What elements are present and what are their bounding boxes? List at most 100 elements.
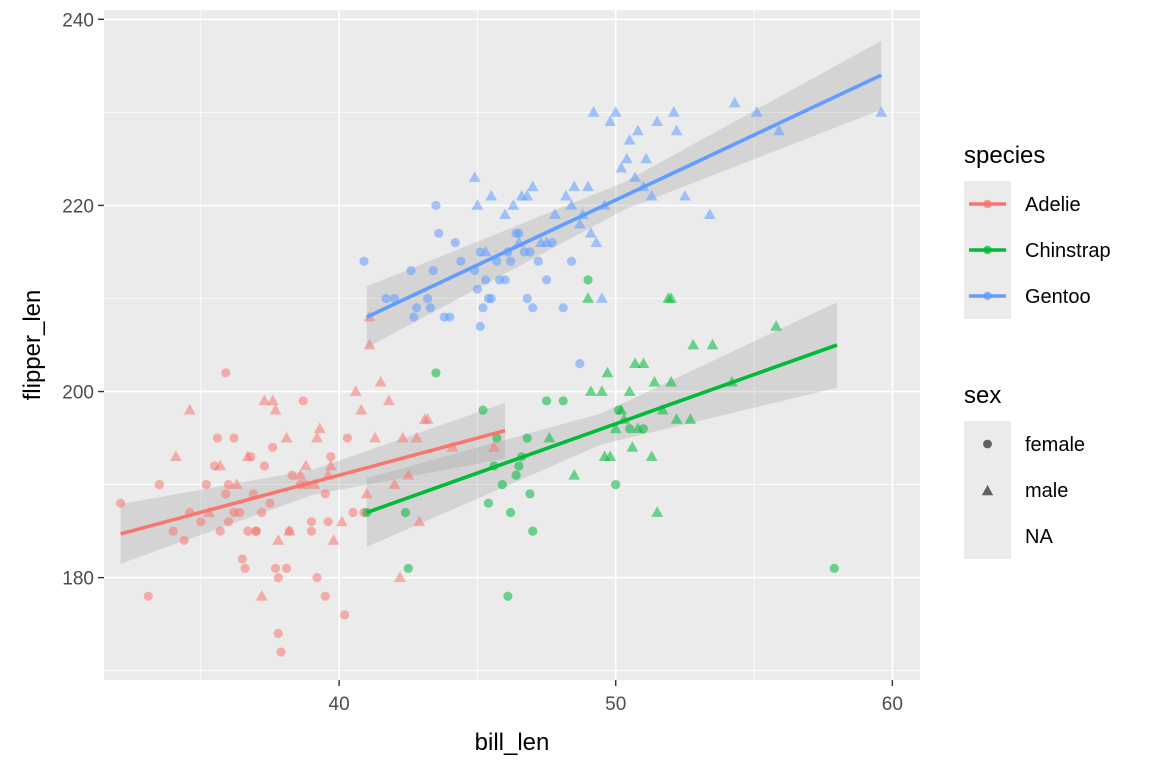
point-adelie-female xyxy=(342,433,353,443)
point-adelie-female xyxy=(320,489,330,499)
point-adelie-female xyxy=(273,573,283,583)
ci-ribbon-chinstrap xyxy=(366,302,838,547)
point-adelie-male xyxy=(383,394,395,406)
x-tick-label: 40 xyxy=(329,694,350,715)
point-chinstrap-male xyxy=(662,292,675,303)
point-gentoo-male xyxy=(565,199,578,210)
point-chinstrap-female xyxy=(522,433,532,443)
point-adelie-male xyxy=(230,478,243,489)
point-chinstrap-female xyxy=(497,479,507,490)
point-adelie-male xyxy=(355,403,368,415)
point-adelie-female xyxy=(234,507,245,518)
point-adelie-female xyxy=(268,442,278,452)
point-adelie-female xyxy=(259,461,270,471)
point-chinstrap-male xyxy=(687,338,700,350)
point-chinstrap-female xyxy=(492,433,502,443)
point-gentoo-female xyxy=(456,256,466,266)
point-adelie-male xyxy=(335,515,348,527)
point-chinstrap-female xyxy=(431,368,441,378)
point-adelie-male xyxy=(300,459,312,471)
point-adelie-male xyxy=(413,515,426,527)
point-adelie-male xyxy=(258,394,271,406)
point-chinstrap-male xyxy=(629,357,641,368)
point-gentoo-male xyxy=(623,134,636,145)
point-gentoo-female xyxy=(506,256,516,266)
point-chinstrap-female xyxy=(400,507,411,518)
point-adelie-female xyxy=(270,563,281,573)
point-adelie-male xyxy=(241,450,254,462)
point-gentoo-male xyxy=(875,106,888,117)
point-gentoo-female xyxy=(411,303,422,313)
point-gentoo-female xyxy=(389,293,400,304)
legend-dot-adelie xyxy=(983,199,992,209)
point-gentoo-female xyxy=(423,293,433,304)
point-gentoo-male xyxy=(645,189,658,201)
point-gentoo-male xyxy=(485,189,498,201)
point-adelie-male xyxy=(388,478,401,489)
point-adelie-female xyxy=(115,498,126,508)
point-gentoo-male xyxy=(507,199,520,210)
point-chinstrap-female xyxy=(483,498,494,508)
point-adelie-female xyxy=(340,610,350,620)
point-gentoo-male xyxy=(631,124,644,136)
legend-label-na: NA xyxy=(1025,526,1053,548)
point-gentoo-female xyxy=(575,359,585,369)
point-chinstrap-male xyxy=(637,357,650,368)
point-gentoo-male xyxy=(548,208,561,220)
point-chinstrap-male xyxy=(706,338,719,350)
point-adelie-female xyxy=(154,479,164,490)
point-gentoo-male xyxy=(590,236,603,247)
point-chinstrap-male xyxy=(582,292,594,303)
point-adelie-female xyxy=(221,489,231,499)
fit-line-gentoo xyxy=(366,73,883,319)
point-adelie-female xyxy=(212,433,223,443)
point-chinstrap-female xyxy=(506,507,516,518)
point-chinstrap-male xyxy=(609,422,622,434)
point-gentoo-female xyxy=(541,275,552,285)
point-adelie-male xyxy=(374,376,387,387)
point-gentoo-male xyxy=(521,189,534,201)
point-chinstrap-male xyxy=(656,403,669,415)
point-chinstrap-male xyxy=(626,441,639,452)
point-gentoo-male xyxy=(703,208,716,220)
point-chinstrap-male xyxy=(665,376,677,387)
point-gentoo-male xyxy=(582,180,594,192)
point-chinstrap-female xyxy=(829,563,839,573)
legend-dot-gentoo xyxy=(983,291,992,301)
point-gentoo-female xyxy=(431,200,441,211)
legend-sex: sex female male NA xyxy=(964,382,1085,559)
point-gentoo-female xyxy=(359,256,369,266)
point-adelie-female xyxy=(287,470,297,480)
point-chinstrap-male xyxy=(651,506,664,517)
point-adelie-female xyxy=(221,368,231,378)
point-gentoo-female xyxy=(472,284,483,294)
point-chinstrap-female xyxy=(525,489,535,499)
point-adelie-male xyxy=(294,469,307,480)
point-adelie-male xyxy=(410,431,423,443)
legend-label-gentoo: Gentoo xyxy=(1025,286,1091,308)
point-gentoo-male xyxy=(479,245,492,257)
point-gentoo-male xyxy=(468,171,481,182)
y-tick-label: 180 xyxy=(62,569,94,590)
x-tick-labels: 40 50 60 xyxy=(329,694,903,715)
point-gentoo-male xyxy=(573,217,586,229)
point-gentoo-male xyxy=(568,180,581,192)
legend-dot-chinstrap xyxy=(983,245,992,255)
point-adelie-male xyxy=(360,487,373,499)
point-chinstrap-male xyxy=(615,403,628,415)
point-adelie-male xyxy=(369,431,381,443)
x-axis-title: bill_len xyxy=(475,729,550,756)
grid-major xyxy=(104,10,920,680)
y-axis-title: flipper_len xyxy=(19,290,46,401)
point-chinstrap-female xyxy=(541,396,552,406)
point-chinstrap-male xyxy=(684,413,697,424)
point-adelie-male xyxy=(311,431,323,443)
point-adelie-female xyxy=(348,507,358,518)
point-adelie-female xyxy=(223,517,234,527)
data-points xyxy=(115,96,888,657)
point-gentoo-male xyxy=(540,236,553,247)
point-adelie-female xyxy=(179,535,189,546)
point-gentoo-male xyxy=(620,152,633,164)
point-gentoo-male xyxy=(560,189,572,201)
